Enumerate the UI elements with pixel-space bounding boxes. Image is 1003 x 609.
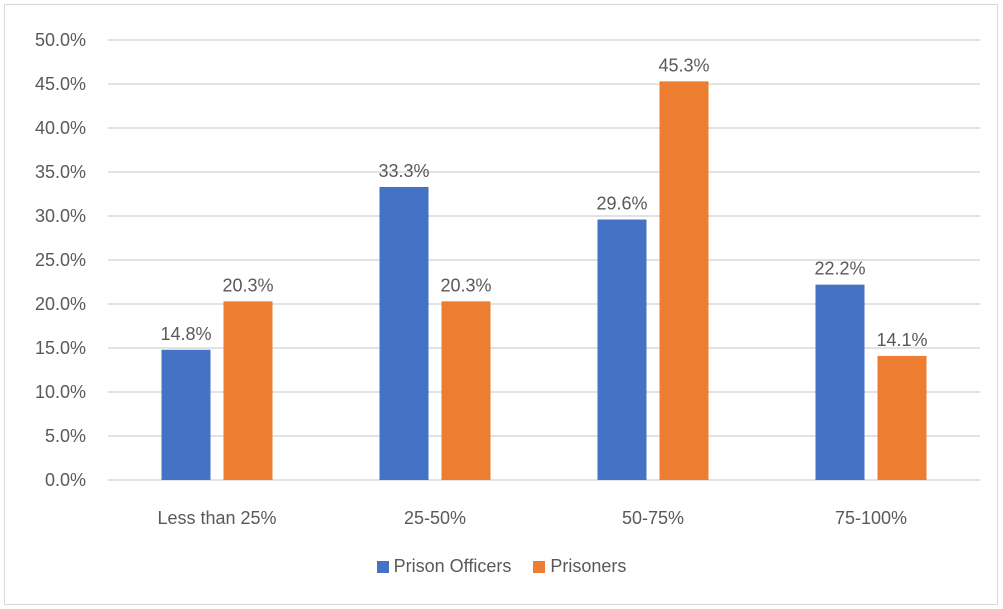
y-tick-label: 15.0% (35, 338, 86, 358)
legend-item-prison-officers: Prison Officers (376, 556, 512, 577)
data-label: 14.1% (876, 330, 927, 350)
bar-prisoners (223, 301, 273, 480)
bar-prison-officers (597, 219, 647, 480)
bar-prison-officers (161, 349, 211, 480)
x-tick-label: Less than 25% (157, 508, 276, 528)
chart-frame (4, 4, 998, 605)
y-tick-label: 25.0% (35, 250, 86, 270)
data-label: 14.8% (160, 324, 211, 344)
y-tick-label: 50.0% (35, 30, 86, 50)
data-label: 20.3% (440, 275, 491, 295)
data-label: 29.6% (596, 194, 647, 214)
x-tick-label: 50-75% (622, 508, 684, 528)
bar-prison-officers (815, 284, 865, 480)
y-tick-label: 20.0% (35, 294, 86, 314)
y-tick-label: 35.0% (35, 162, 86, 182)
x-tick-label: 75-100% (835, 508, 907, 528)
y-tick-label: 10.0% (35, 382, 86, 402)
bar-prisoners (441, 301, 491, 480)
legend-label: Prisoners (550, 556, 627, 576)
bar-prison-officers (379, 186, 429, 480)
y-tick-label: 0.0% (45, 470, 86, 490)
data-label: 33.3% (378, 161, 429, 181)
data-label: 22.2% (814, 259, 865, 279)
legend-swatch-prisoners (533, 560, 546, 573)
y-tick-label: 40.0% (35, 118, 86, 138)
legend-swatch-prison-officers (376, 560, 389, 573)
y-tick-label: 45.0% (35, 74, 86, 94)
legend-item-prisoners: Prisoners (533, 556, 626, 577)
y-tick-label: 5.0% (45, 426, 86, 446)
x-tick-label: 25-50% (404, 508, 466, 528)
bar-prisoners (877, 355, 927, 480)
legend-label: Prison Officers (393, 556, 512, 576)
data-label: 45.3% (658, 55, 709, 75)
legend: Prison Officers Prisoners (0, 556, 1003, 577)
data-label: 20.3% (222, 275, 273, 295)
bar-prisoners (659, 81, 709, 481)
y-tick-label: 30.0% (35, 206, 86, 226)
